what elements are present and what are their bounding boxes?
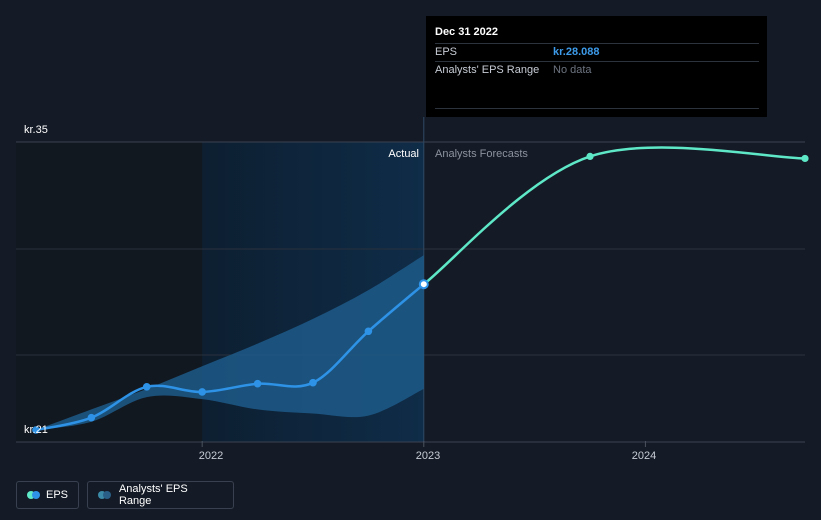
x-tick-label-2023: 2023 [415,450,441,462]
forecast-label: Analysts Forecasts [435,148,528,160]
legend-eps-button[interactable]: EPS [16,481,79,509]
tooltip-row-range: Analysts' EPS Range No data [435,61,759,79]
eps-legend-icon [27,491,40,499]
eps-point [364,327,373,336]
tooltip-range-value: No data [553,64,592,76]
eps-point [87,413,96,422]
tooltip-date: Dec 31 2022 [435,26,498,38]
eps-point [142,383,151,391]
eps-point-selected [418,279,429,290]
x-tick-label-2022: 2022 [198,450,224,462]
legend-range-label: Analysts' EPS Range [118,483,188,507]
eps-point [32,426,40,434]
eps-point [198,388,206,396]
tooltip-row-eps: EPS kr.28.088 [435,43,759,61]
y-tick-label-bottom: kr.21 [24,424,48,436]
tooltip-eps-value: kr.28.088 [553,46,600,58]
range-legend-icon [98,491,112,499]
tooltip-eps-label: EPS [435,46,458,58]
legend-eps-label: EPS [45,489,68,501]
actual-label: Actual [388,148,419,160]
tooltip-range-label: Analysts' EPS Range [435,64,540,76]
forecast-point [801,154,809,163]
eps-point [309,378,317,387]
eps-range-band [35,255,424,430]
tooltip-divider [435,108,759,109]
eps-forecast-line [423,146,806,286]
x-tick-label-2024: 2024 [631,450,657,462]
forecast-point [586,152,594,160]
y-tick-label-top: kr.35 [24,124,48,136]
eps-point [253,379,262,388]
legend-range-button[interactable]: Analysts' EPS Range [87,481,234,509]
tooltip: Dec 31 2022 EPS kr.28.088 Analysts' EPS … [426,16,767,117]
